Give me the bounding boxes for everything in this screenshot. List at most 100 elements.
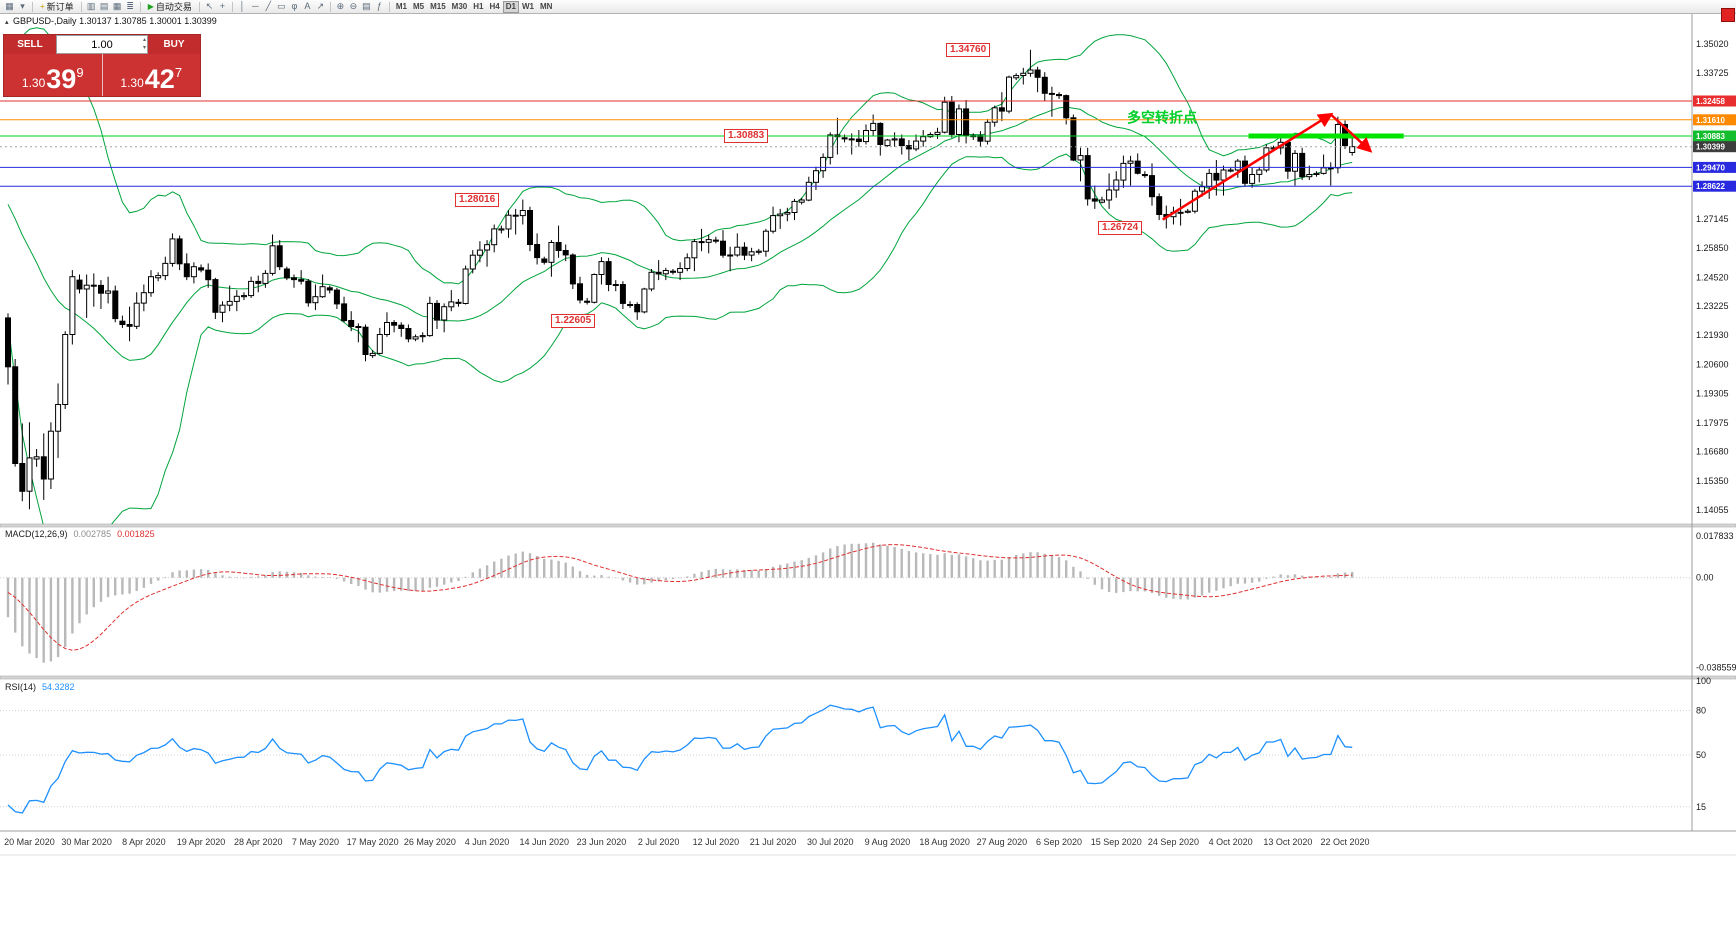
svg-text:1.19305: 1.19305: [1696, 388, 1729, 398]
indicators-list-icon[interactable]: ƒ: [376, 1, 382, 11]
buy-button[interactable]: BUY: [148, 35, 200, 54]
macd-signal-line: [7, 544, 1353, 651]
timeframe-button-h1[interactable]: H1: [473, 1, 484, 11]
new-chart-icon[interactable]: ▦: [5, 1, 14, 11]
toolbar-separator: [231, 1, 233, 12]
sell-price-display[interactable]: 1.30 39 9: [4, 54, 102, 96]
buy-price-pipette: 7: [174, 65, 183, 80]
timeframe-button-m5[interactable]: M5: [412, 1, 425, 11]
timeframe-button-h4[interactable]: H4: [489, 1, 500, 11]
rsi-indicator-label: RSI(14) 54.3282: [5, 682, 75, 692]
volume-input[interactable]: 1.00 ▴ ▾: [56, 35, 148, 54]
svg-text:1.17975: 1.17975: [1696, 418, 1729, 428]
svg-text:13 Oct 2020: 13 Oct 2020: [1263, 837, 1312, 847]
svg-text:1.25850: 1.25850: [1696, 243, 1729, 253]
svg-text:1.14055: 1.14055: [1696, 505, 1729, 515]
svg-text:0.017833: 0.017833: [1696, 531, 1734, 541]
rsi-layer: [0, 704, 1692, 814]
price-axis: 1.35020 1.33725 1.27145 1.25850 1.24520 1.232…: [1693, 39, 1736, 812]
profiles-icon[interactable]: ▾: [20, 1, 25, 11]
buy-price-prefix: 1.30: [120, 76, 144, 90]
zoom-in-icon[interactable]: ⊕: [336, 1, 345, 11]
trendline-icon[interactable]: ╱: [265, 1, 272, 11]
cursor-icon[interactable]: ↖: [205, 1, 214, 11]
price-callout-label[interactable]: 1.22605: [551, 314, 596, 328]
svg-text:18 Aug 2020: 18 Aug 2020: [919, 837, 970, 847]
svg-text:2 Jul 2020: 2 Jul 2020: [638, 837, 680, 847]
horizontal-level-lines: [0, 100, 1692, 187]
svg-text:1.33725: 1.33725: [1696, 68, 1729, 78]
macd-indicator-label: MACD(12,26,9) 0.002785 0.001825: [5, 529, 155, 539]
svg-text:20 Mar 2020: 20 Mar 2020: [4, 837, 55, 847]
navigator-icon[interactable]: ▦: [112, 1, 122, 11]
data-window-icon[interactable]: ▤: [99, 1, 109, 11]
auto-trading-button[interactable]: ▶ 自动交易: [144, 0, 196, 13]
new-order-button-label: 新订单: [46, 2, 74, 12]
trend-arrow: [1329, 113, 1373, 153]
svg-text:8 Apr 2020: 8 Apr 2020: [122, 837, 166, 847]
timeframe-button-w1[interactable]: W1: [521, 1, 534, 11]
text-label-icon[interactable]: A: [304, 1, 311, 11]
market-watch-icon[interactable]: ▥: [86, 1, 96, 11]
price-callout-label[interactable]: 1.34760: [946, 43, 991, 57]
panel-separators: [0, 14, 1736, 856]
volume-increase-icon[interactable]: ▴: [142, 37, 146, 43]
bar-open-value: 1.30137: [79, 16, 112, 26]
auto-trading-icon: ▶: [147, 2, 154, 11]
sell-button[interactable]: SELL: [4, 35, 56, 54]
bollinger-bands: [7, 27, 1353, 524]
svg-text:22 Oct 2020: 22 Oct 2020: [1321, 837, 1370, 847]
timeframe-button-mn[interactable]: MN: [539, 1, 553, 11]
svg-text:1.20600: 1.20600: [1696, 360, 1729, 370]
bollinger-middle-band: [7, 106, 1353, 361]
toolbar-separator: [139, 1, 141, 12]
timeframe-button-m15[interactable]: M15: [430, 1, 446, 11]
timeframe-button-d1[interactable]: D1: [502, 0, 519, 13]
svg-text:26 May 2020: 26 May 2020: [404, 837, 456, 847]
tile-windows-icon[interactable]: ▤: [362, 1, 371, 11]
svg-text:1.32458: 1.32458: [1696, 97, 1725, 106]
horizontal-line-icon[interactable]: ─: [252, 1, 259, 11]
svg-text:30 Jul 2020: 30 Jul 2020: [807, 837, 854, 847]
toolbar-separator: [80, 1, 82, 12]
volume-decrease-icon[interactable]: ▾: [142, 45, 146, 51]
new-order-icon: +: [40, 2, 45, 11]
svg-text:1.30399: 1.30399: [1696, 143, 1725, 152]
zoom-out-icon[interactable]: ⊖: [349, 1, 358, 11]
rsi-line: [7, 704, 1353, 814]
svg-text:1.30883: 1.30883: [1696, 132, 1725, 141]
svg-text:12 Jul 2020: 12 Jul 2020: [693, 837, 740, 847]
equidistant-channel-icon[interactable]: ▭: [277, 1, 286, 11]
buy-price-display[interactable]: 1.30 42 7: [101, 54, 201, 96]
timeframe-button-m30[interactable]: M30: [451, 1, 468, 11]
arrow-object-icon[interactable]: ↗: [316, 1, 325, 11]
fibonacci-icon[interactable]: φ: [291, 1, 298, 11]
chart-symbol-line: ▴ GBPUSD-,Daily 1.30137 1.30785 1.30001 …: [5, 16, 217, 26]
svg-text:0.00: 0.00: [1696, 573, 1714, 583]
svg-text:27 Aug 2020: 27 Aug 2020: [977, 837, 1028, 847]
red-square-marker[interactable]: [1721, 8, 1735, 22]
svg-text:30 Mar 2020: 30 Mar 2020: [61, 837, 112, 847]
price-callout-label[interactable]: 1.26724: [1098, 221, 1143, 235]
toolbox-icon[interactable]: ≣: [126, 1, 134, 11]
vertical-line-icon[interactable]: │: [239, 1, 246, 11]
svg-text:4 Oct 2020: 4 Oct 2020: [1209, 837, 1253, 847]
new-order-button[interactable]: + 新订单: [36, 0, 78, 13]
main-toolbar: ▦ ▾ + 新订单 ▥ ▤ ▦ ≣ ▶ 自动交易 ↖ + │ ─ ╱ ▭ φ A ↗ ⊕ ⊖ ▤ ƒ M1 M5 M15 M30 H1…: [0, 0, 1736, 14]
toolbar-separator: [198, 1, 200, 12]
bar-close-value: 1.30399: [184, 16, 217, 26]
svg-text:19 Apr 2020: 19 Apr 2020: [177, 837, 226, 847]
auto-trading-button-label: 自动交易: [155, 2, 192, 12]
svg-text:14 Jun 2020: 14 Jun 2020: [519, 837, 569, 847]
price-callout-label[interactable]: 1.28016: [455, 193, 500, 207]
svg-text:1.15350: 1.15350: [1696, 476, 1729, 486]
toolbar-separator: [388, 1, 390, 12]
toolbar-separator: [329, 1, 331, 12]
sell-price-big: 39: [46, 64, 77, 94]
timeframe-button-m1[interactable]: M1: [395, 1, 407, 11]
price-callout-label[interactable]: 1.30883: [724, 129, 769, 143]
one-click-toggle-icon[interactable]: ▴: [5, 19, 9, 26]
svg-text:1.16680: 1.16680: [1696, 447, 1729, 457]
crosshair-icon[interactable]: +: [219, 1, 225, 11]
